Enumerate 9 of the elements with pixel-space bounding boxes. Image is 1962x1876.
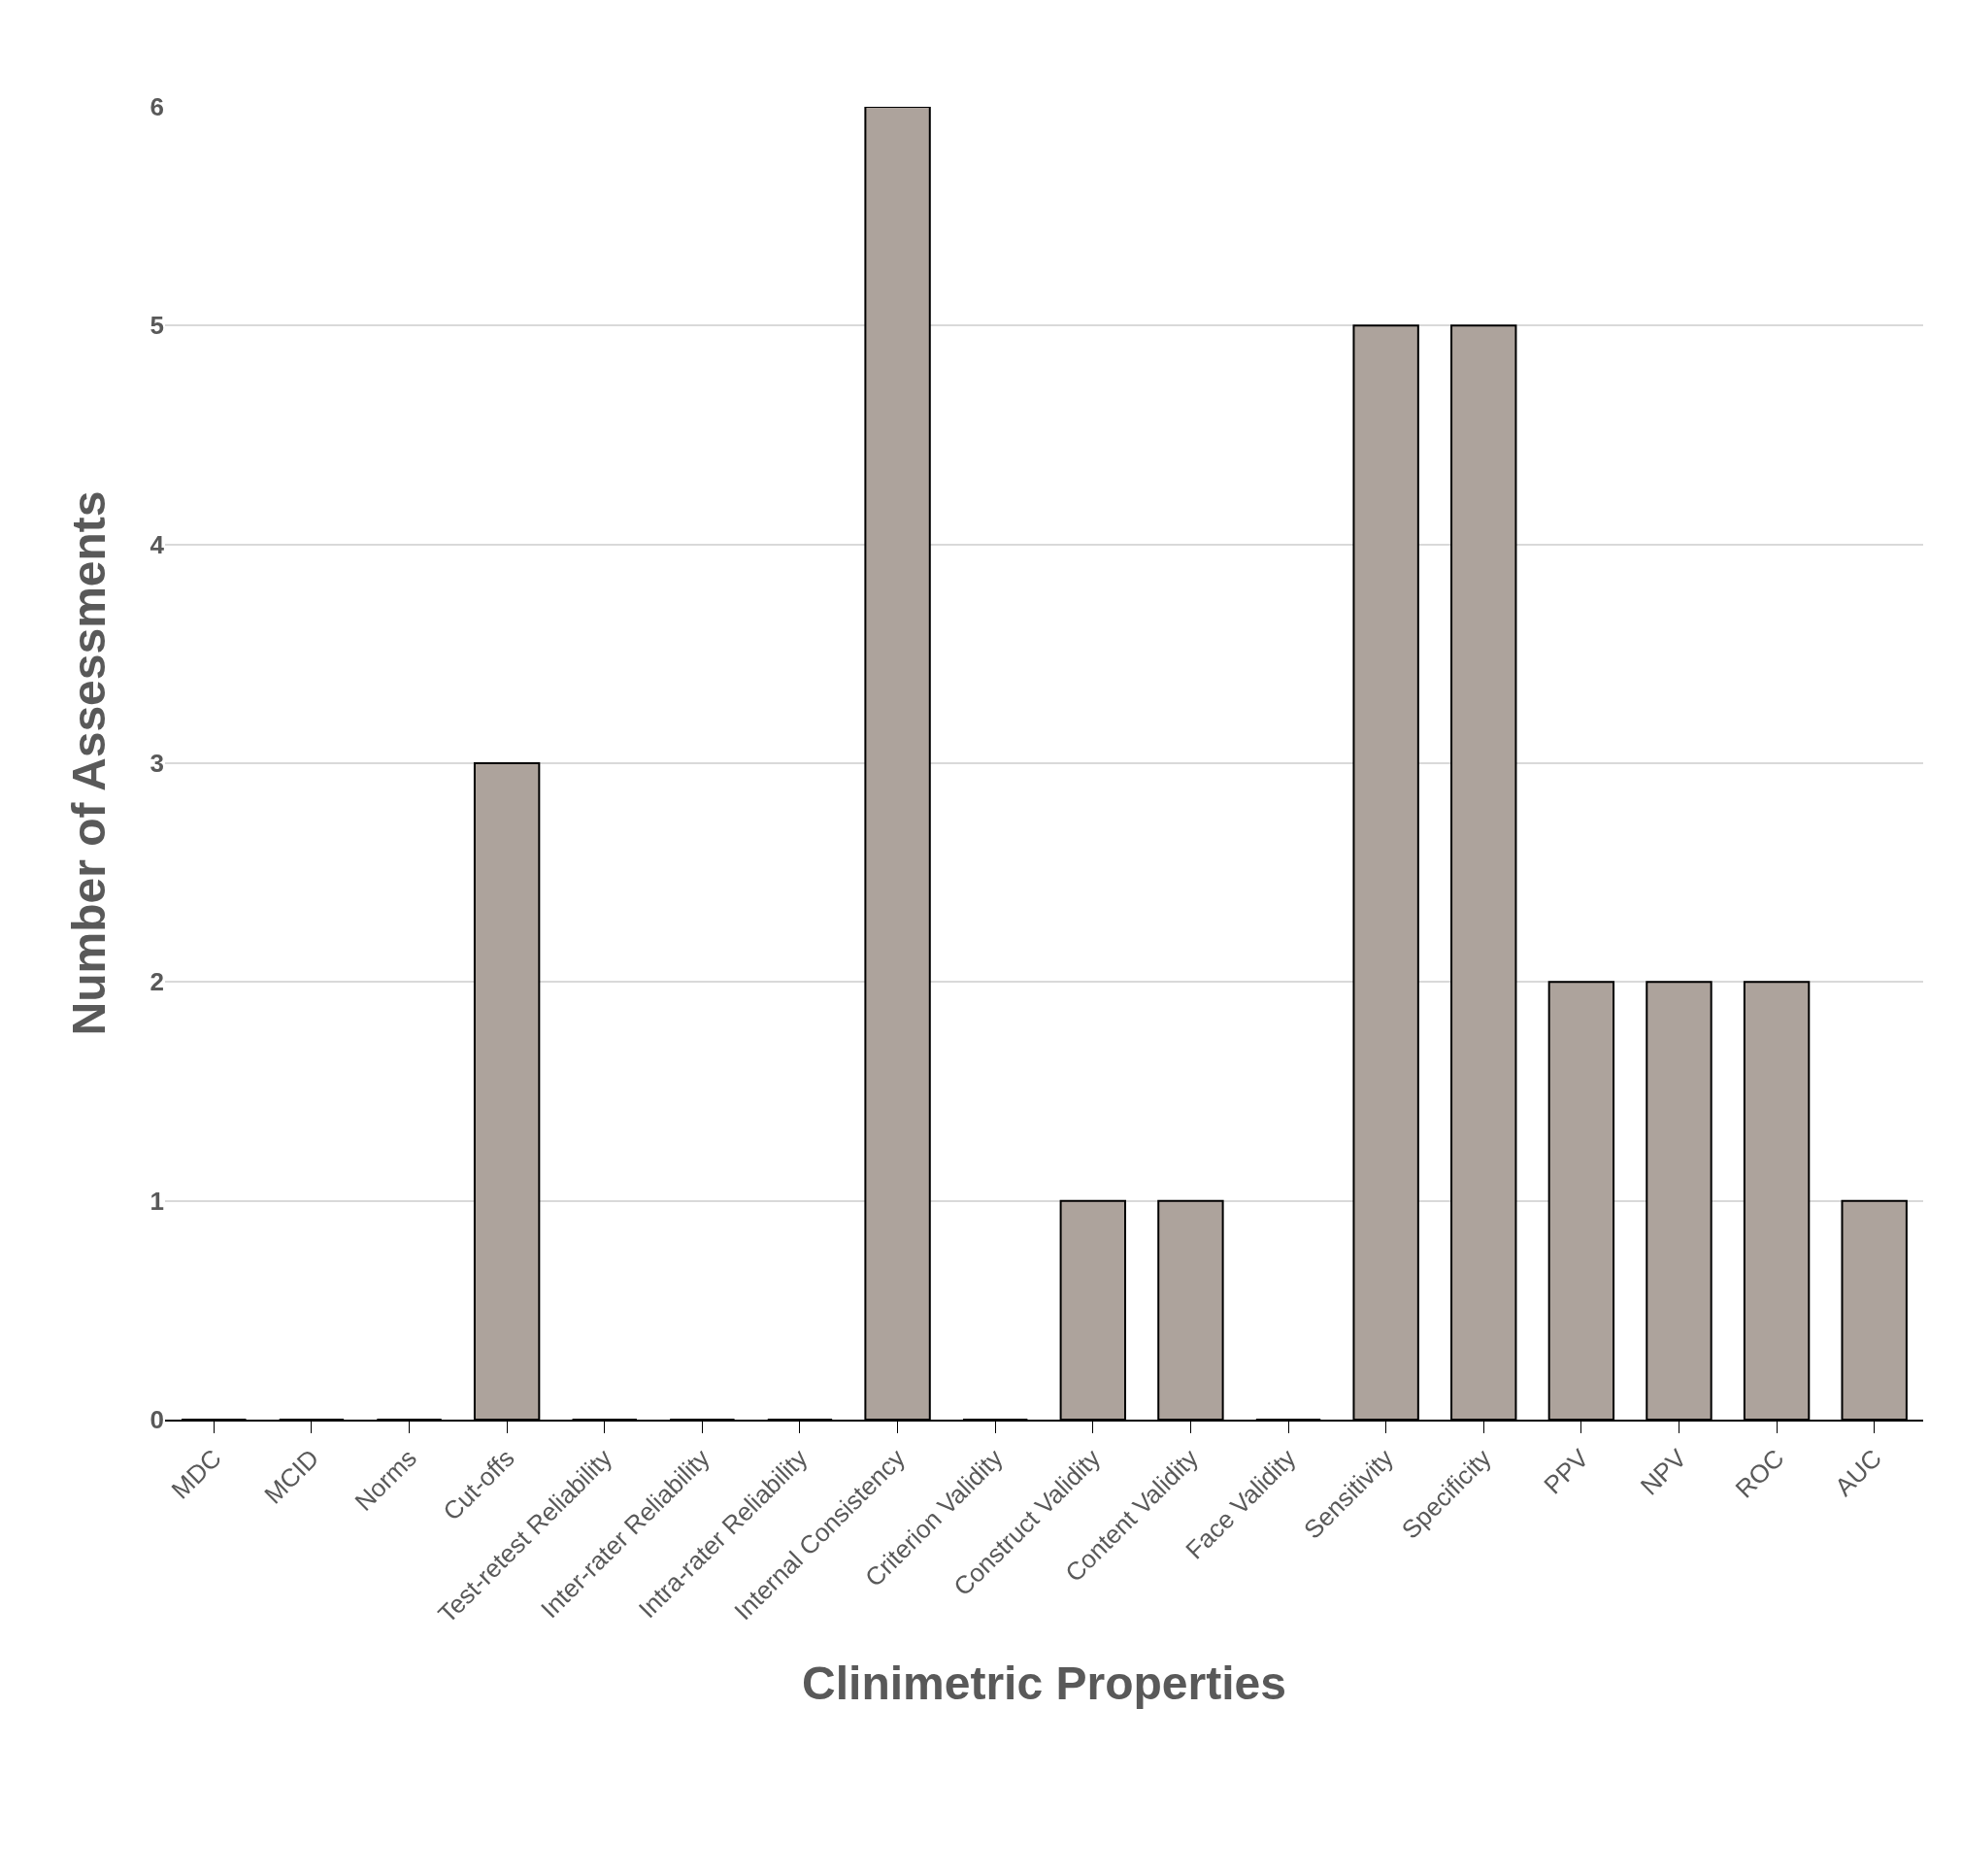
y-tick-label: 5 <box>150 311 164 341</box>
y-tick-label: 4 <box>150 529 165 559</box>
x-axis-title: Clinimetric Properties <box>802 1657 1286 1709</box>
y-tick-label: 2 <box>150 967 164 997</box>
y-tick-label: 1 <box>150 1186 164 1216</box>
y-tick-label: 3 <box>150 749 164 779</box>
y-tick-label: 0 <box>150 1405 164 1435</box>
y-axis-title: Number of Assessments <box>63 490 116 1036</box>
y-tick-label: 6 <box>150 92 164 122</box>
